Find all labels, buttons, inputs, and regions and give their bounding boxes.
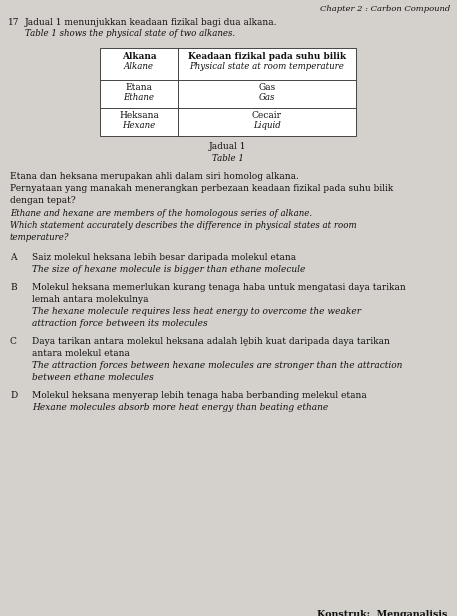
Text: Konstruk:  Menganalisis: Konstruk: Menganalisis: [317, 610, 447, 616]
Text: Keadaan fizikal pada suhu bilik: Keadaan fizikal pada suhu bilik: [188, 52, 346, 61]
Text: Molekul heksana memerlukan kurang tenaga haba untuk mengatasi daya tarikan: Molekul heksana memerlukan kurang tenaga…: [32, 283, 406, 292]
Text: A: A: [10, 253, 16, 262]
Text: Cecair: Cecair: [252, 111, 282, 120]
Text: The hexane molecule requires less heat energy to overcome the weaker: The hexane molecule requires less heat e…: [32, 307, 361, 316]
Text: temperature?: temperature?: [10, 233, 69, 242]
Text: Daya tarikan antara molekul heksana adalah lȩbih kuat daripada daya tarikan: Daya tarikan antara molekul heksana adal…: [32, 337, 390, 346]
Text: attraction force between its molecules: attraction force between its molecules: [32, 319, 207, 328]
Text: The attraction forces between hexane molecules are stronger than the attraction: The attraction forces between hexane mol…: [32, 361, 402, 370]
Text: Liquid: Liquid: [253, 121, 281, 130]
Text: lemah antara molekulnya: lemah antara molekulnya: [32, 295, 149, 304]
Text: antara molekul etana: antara molekul etana: [32, 349, 130, 358]
Text: Heksana: Heksana: [119, 111, 159, 120]
Text: Table 1: Table 1: [212, 154, 244, 163]
Text: dengan tepat?: dengan tepat?: [10, 196, 75, 205]
Text: Etana dan heksana merupakan ahli dalam siri homolog alkana.: Etana dan heksana merupakan ahli dalam s…: [10, 172, 299, 181]
Bar: [100, 48, 356, 136]
Text: Gas: Gas: [258, 83, 276, 92]
Text: Jadual 1: Jadual 1: [209, 142, 247, 151]
Text: Etana: Etana: [126, 83, 153, 92]
Text: Alkane: Alkane: [124, 62, 154, 71]
Text: Gas: Gas: [259, 93, 275, 102]
Text: Ethane and hexane are members of the homologous series of alkane.: Ethane and hexane are members of the hom…: [10, 209, 312, 218]
Text: Pernyataan yang manakah menerangkan perbezaan keadaan fizikal pada suhu bilik: Pernyataan yang manakah menerangkan perb…: [10, 184, 393, 193]
Text: Chapter 2 : Carbon Compound: Chapter 2 : Carbon Compound: [320, 5, 450, 13]
Text: Saiz molekul heksana lebih besar daripada molekul etana: Saiz molekul heksana lebih besar daripad…: [32, 253, 296, 262]
Text: D: D: [10, 391, 17, 400]
Text: B: B: [10, 283, 16, 292]
Text: Hexane: Hexane: [122, 121, 156, 130]
Text: Jadual 1 menunjukkan keadaan fizikal bagi dua alkana.: Jadual 1 menunjukkan keadaan fizikal bag…: [25, 18, 277, 27]
Text: Which statement accurately describes the difference in physical states at room: Which statement accurately describes the…: [10, 221, 356, 230]
Text: 17: 17: [8, 18, 20, 27]
Text: Table 1 shows the physical state of two alkanes.: Table 1 shows the physical state of two …: [25, 29, 235, 38]
Text: Hexane molecules absorb more heat energy than beating ethane: Hexane molecules absorb more heat energy…: [32, 403, 328, 412]
Text: Alkana: Alkana: [122, 52, 156, 61]
Text: between ethane molecules: between ethane molecules: [32, 373, 154, 382]
Text: Physical state at room temperature: Physical state at room temperature: [190, 62, 345, 71]
Text: C: C: [10, 337, 17, 346]
Text: The size of hexane molecule is bigger than ethane molecule: The size of hexane molecule is bigger th…: [32, 265, 305, 274]
Text: Molekul heksana menyerap lebih tenaga haba berbanding melekul etana: Molekul heksana menyerap lebih tenaga ha…: [32, 391, 367, 400]
Text: Ethane: Ethane: [123, 93, 154, 102]
